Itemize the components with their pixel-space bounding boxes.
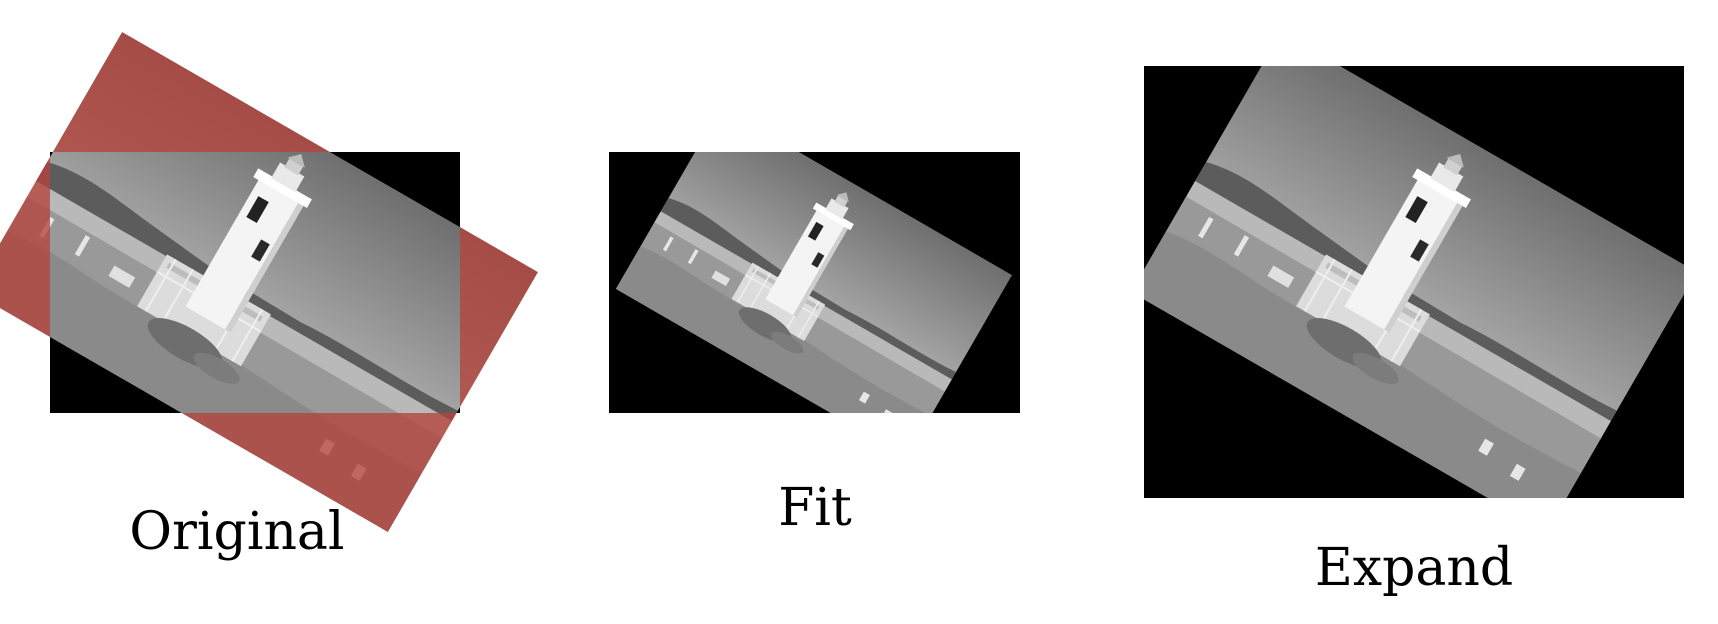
panel-fit: Fit xyxy=(609,152,1020,538)
panel-original: Original xyxy=(0,31,539,562)
caption-fit: Fit xyxy=(778,478,852,538)
caption-expand: Expand xyxy=(1315,538,1513,598)
panel-expand: Expand xyxy=(1144,66,1684,598)
caption-original: Original xyxy=(129,502,344,562)
